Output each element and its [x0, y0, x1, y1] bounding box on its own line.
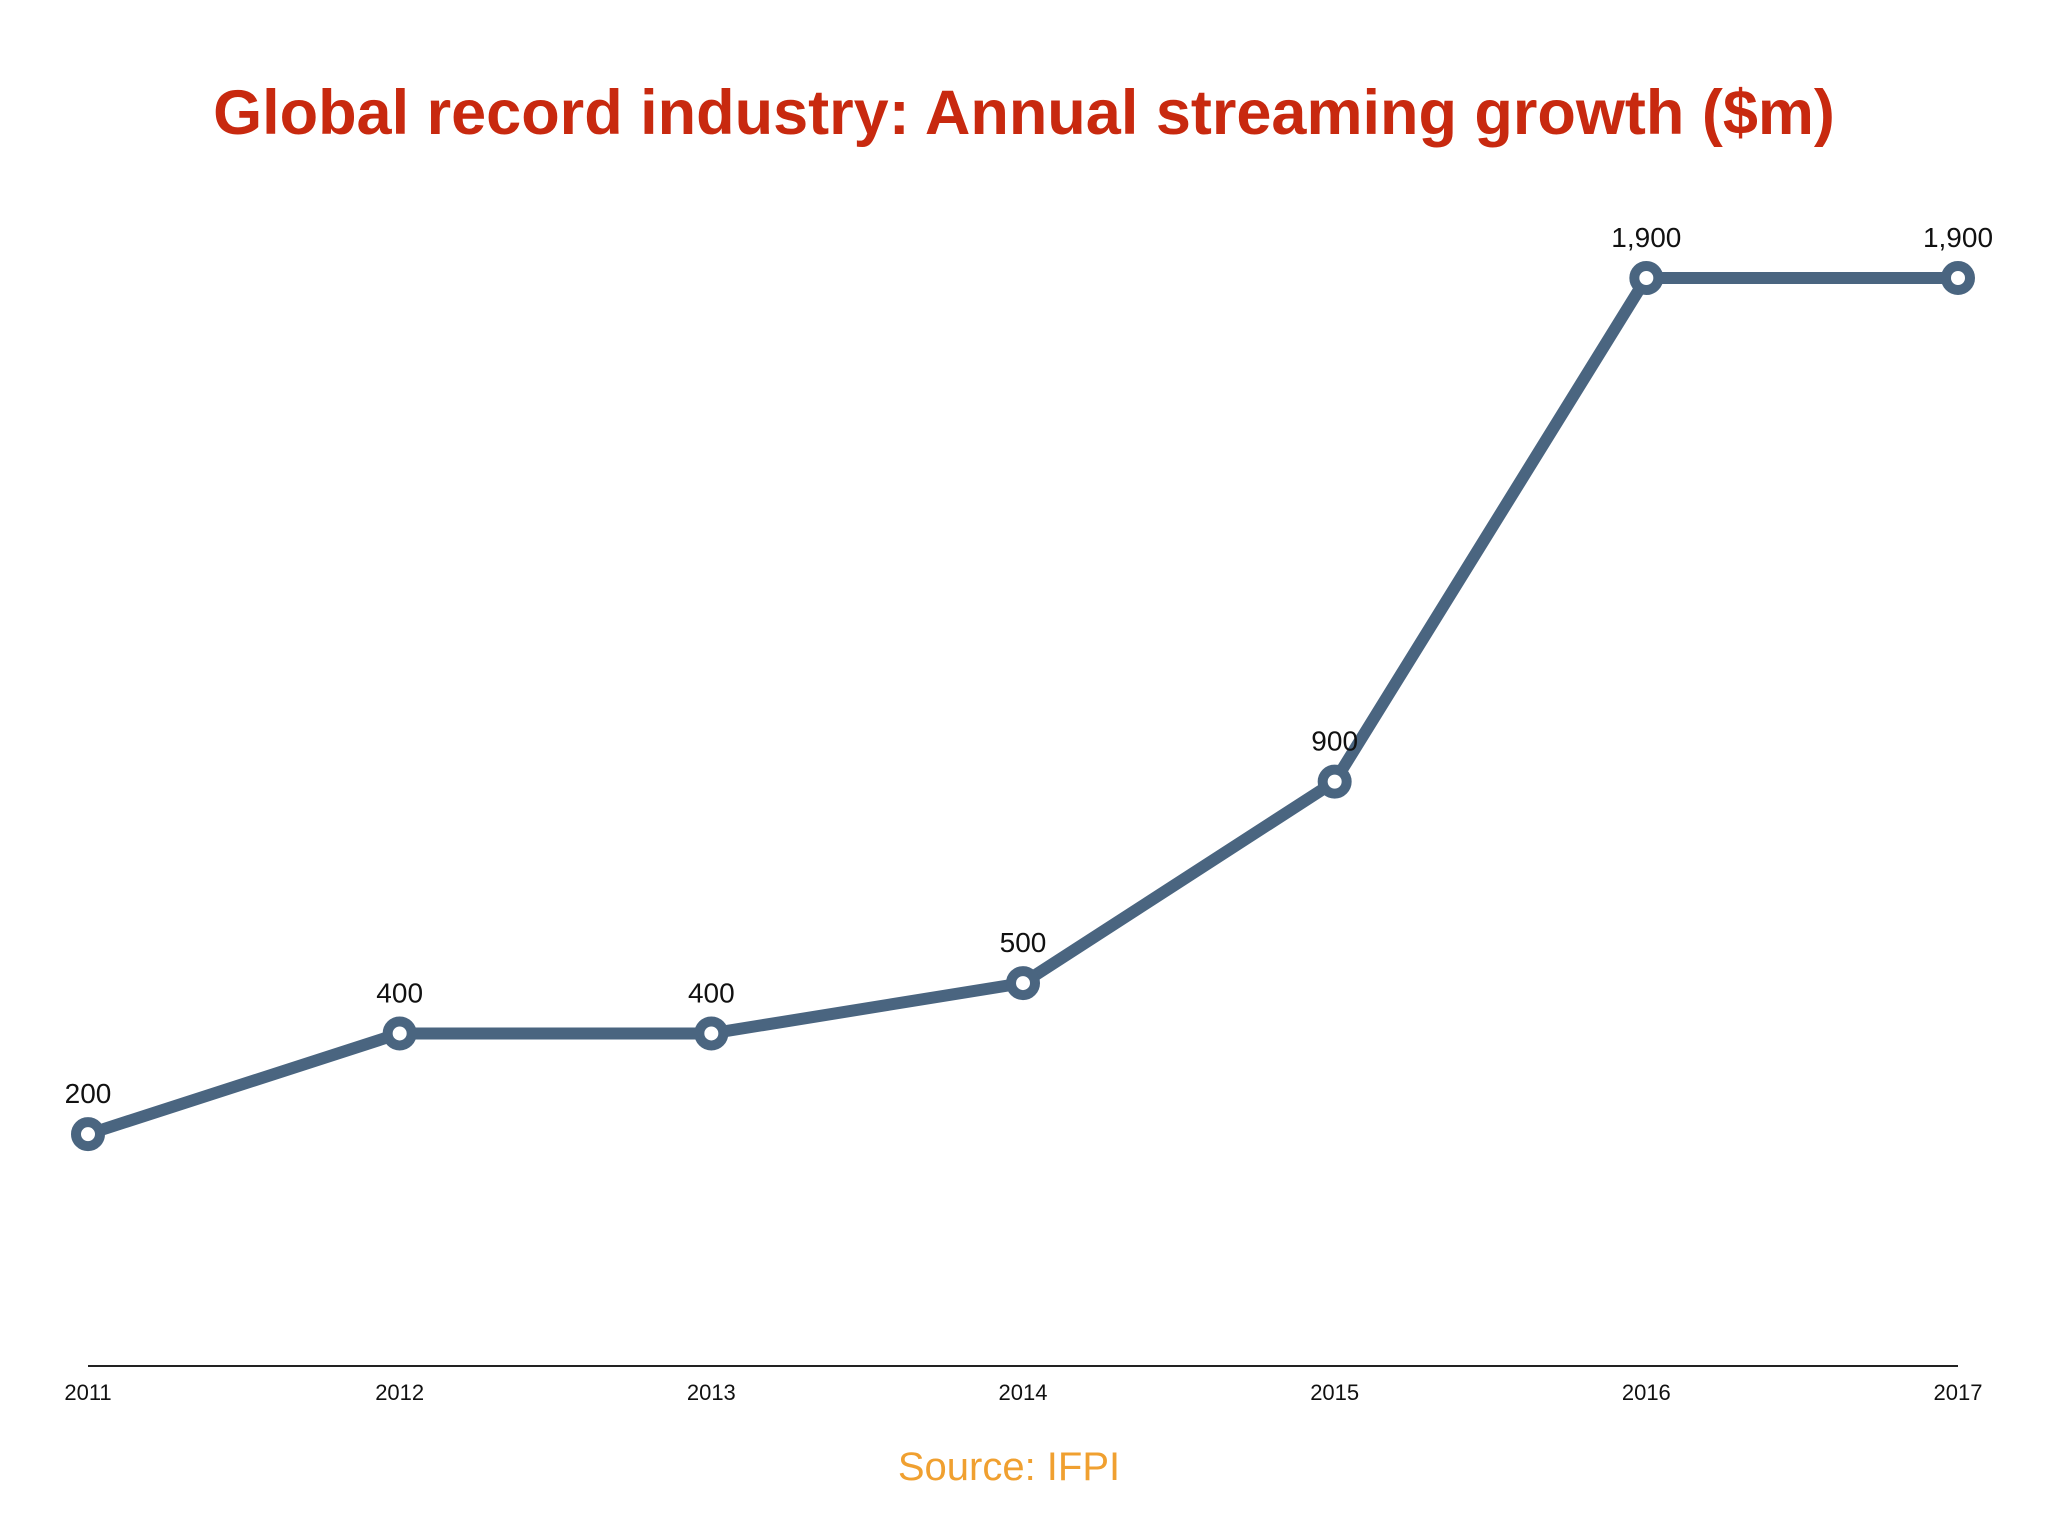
data-point-2017 [1941, 261, 1975, 295]
data-label-2012: 400 [376, 977, 423, 1008]
x-tick-label-2013: 2013 [687, 1380, 736, 1405]
data-point-2012 [382, 1016, 417, 1051]
chart-title: Global record industry: Annual streaming… [213, 78, 1835, 148]
x-tick-labels: 2011 2012 2013 2014 2015 2016 2017 [64, 1380, 1982, 1405]
data-label-2017: 1,900 [1923, 222, 1993, 253]
data-point-2015 [1317, 764, 1352, 799]
x-tick-label-2015: 2015 [1310, 1380, 1359, 1405]
source-note: Source: IFPI [897, 1445, 1121, 1489]
series-line [82, 272, 1964, 1141]
x-axis: 2011 2012 2013 2014 2015 2016 2017 [64, 1365, 1982, 1405]
x-tick-label-2012: 2012 [375, 1380, 424, 1405]
x-tick-label-2017: 2017 [1934, 1380, 1983, 1405]
data-labels: 200 400 400 500 900 1,900 1,900 [65, 222, 1993, 1109]
series-line-group [82, 272, 1964, 1141]
data-label-2014: 500 [1000, 927, 1047, 958]
x-tick-label-2011: 2011 [64, 1380, 111, 1405]
x-tick-label-2014: 2014 [999, 1380, 1048, 1405]
data-label-2016: 1,900 [1611, 222, 1681, 253]
data-point-2014 [1006, 966, 1040, 1001]
data-label-2011: 200 [65, 1078, 112, 1109]
data-label-2015: 900 [1311, 726, 1358, 757]
data-label-2013: 400 [688, 977, 735, 1008]
data-point-2016 [1629, 261, 1664, 295]
data-markers [71, 261, 1975, 1152]
data-point-2013 [694, 1016, 729, 1051]
data-point-2011 [71, 1117, 105, 1152]
x-tick-label-2016: 2016 [1622, 1380, 1671, 1405]
